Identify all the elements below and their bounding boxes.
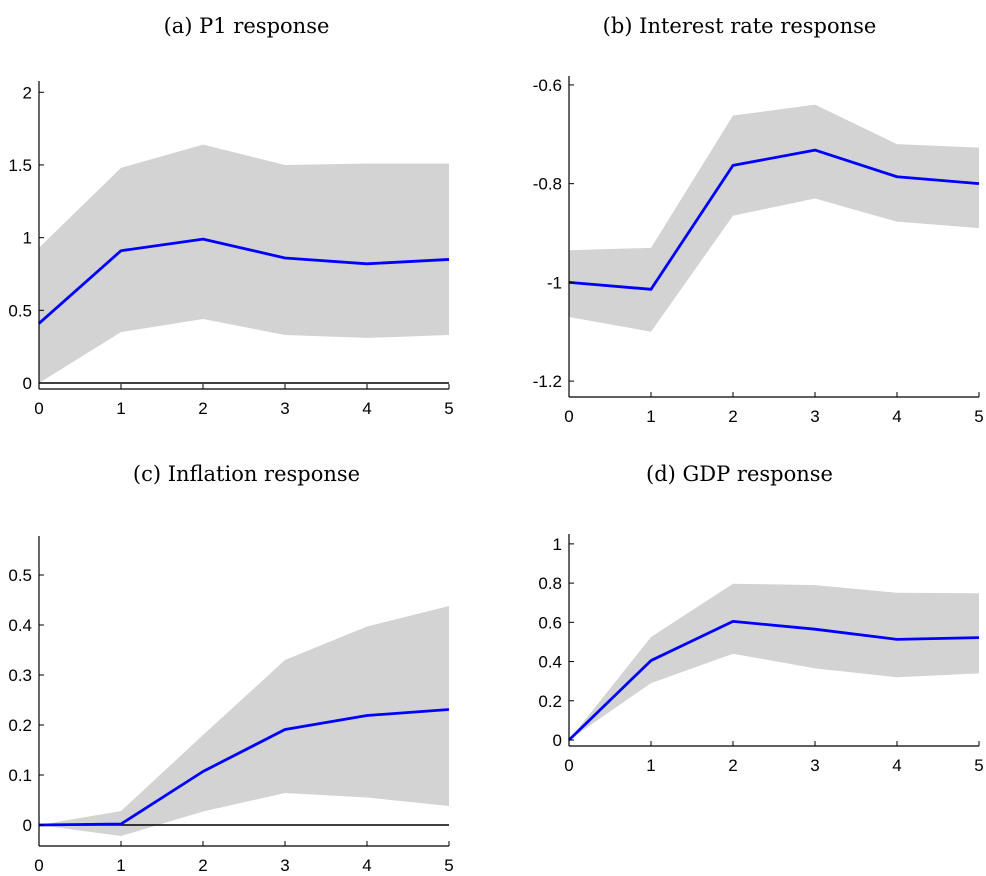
y-tick-label: -0.8 bbox=[533, 175, 562, 194]
panel-b: (b) Interest rate response -1.2 -1 -0.8 -0.… bbox=[493, 0, 986, 438]
y-tick-label: 0.5 bbox=[8, 301, 32, 320]
chart-title: (d) GDP response bbox=[646, 462, 833, 486]
chart-title: (b) Interest rate response bbox=[602, 14, 877, 38]
y-tick-label: 0 bbox=[23, 816, 32, 835]
x-tick-label: 3 bbox=[810, 756, 819, 775]
y-tick-label: 1 bbox=[553, 535, 562, 554]
x-tick-label: 0 bbox=[564, 407, 573, 426]
series-line bbox=[38, 708, 450, 827]
confidence-band bbox=[569, 583, 979, 740]
y-tick-label: 0.4 bbox=[538, 653, 562, 672]
chart-d-svg: 0 0.2 0.4 0.6 0.8 1 0 1 2 3 4 5 bbox=[538, 534, 984, 775]
y-tick-label: 0.4 bbox=[8, 616, 32, 635]
x-tick-label: 0 bbox=[564, 756, 573, 775]
y-tick-label: 2 bbox=[23, 83, 32, 102]
series-line bbox=[568, 619, 980, 742]
chart-a-svg: 0 0.5 1 1.5 2 0 1 2 3 4 5 bbox=[8, 81, 454, 418]
series-line bbox=[38, 237, 450, 325]
panel-a: (a) P1 response 0 0.5 1 1.5 2 0 1 2 3 4 5 bbox=[0, 0, 493, 438]
y-tick-label: 0.2 bbox=[8, 716, 32, 735]
y-tick-label: -0.6 bbox=[533, 76, 562, 95]
x-tick-label: 5 bbox=[974, 407, 983, 426]
y-tick-label: 0.3 bbox=[8, 666, 32, 685]
y-tick-label: -1 bbox=[547, 273, 562, 292]
chart-title: (a) P1 response bbox=[163, 14, 330, 38]
x-tick-label: 2 bbox=[728, 407, 737, 426]
x-tick-label: 1 bbox=[116, 856, 125, 875]
y-tick-label: 0 bbox=[23, 374, 32, 393]
chart-c-svg: 0 0.1 0.2 0.3 0.4 0.5 0 1 2 3 4 5 bbox=[8, 536, 454, 875]
x-tick-label: 4 bbox=[362, 399, 371, 418]
x-tick-label: 1 bbox=[646, 756, 655, 775]
x-tick-label: 1 bbox=[646, 407, 655, 426]
y-tick-label: 0.1 bbox=[8, 766, 32, 785]
panel-d: (d) GDP response 0 0.2 0.4 0.6 0.8 1 0 1 2 3 4 5 bbox=[493, 438, 986, 876]
confidence-band bbox=[39, 606, 449, 836]
x-tick-label: 2 bbox=[198, 399, 207, 418]
x-tick-label: 3 bbox=[280, 399, 289, 418]
y-tick-label: 0.6 bbox=[538, 613, 562, 632]
x-tick-label: 0 bbox=[34, 399, 43, 418]
x-tick-label: 4 bbox=[892, 407, 901, 426]
x-tick-label: 4 bbox=[892, 756, 901, 775]
confidence-band bbox=[39, 144, 449, 383]
x-tick-label: 3 bbox=[810, 407, 819, 426]
y-tick-label: 0.5 bbox=[8, 566, 32, 585]
x-tick-label: 3 bbox=[280, 856, 289, 875]
y-tick-label: 1 bbox=[23, 229, 32, 248]
x-tick-label: 2 bbox=[728, 756, 737, 775]
y-tick-label: 0.2 bbox=[538, 692, 562, 711]
x-tick-label: 4 bbox=[362, 856, 371, 875]
panel-c: (c) Inflation response 0 0.1 0.2 0.3 0.4 0.5 0… bbox=[0, 438, 493, 876]
x-tick-label: 2 bbox=[198, 856, 207, 875]
y-tick-label: -1.2 bbox=[533, 372, 562, 391]
x-tick-label: 5 bbox=[974, 756, 983, 775]
x-tick-label: 5 bbox=[444, 856, 453, 875]
x-tick-label: 5 bbox=[444, 399, 453, 418]
chart-b-svg: -1.2 -1 -0.8 -0.6 0 1 2 3 4 5 bbox=[533, 76, 984, 426]
y-tick-label: 1.5 bbox=[8, 156, 32, 175]
y-tick-label: 0 bbox=[553, 731, 562, 750]
series-line bbox=[568, 148, 980, 291]
x-tick-label: 0 bbox=[34, 856, 43, 875]
x-tick-label: 1 bbox=[116, 399, 125, 418]
confidence-band bbox=[569, 104, 979, 332]
y-tick-label: 0.8 bbox=[538, 574, 562, 593]
chart-title: (c) Inflation response bbox=[132, 462, 361, 486]
